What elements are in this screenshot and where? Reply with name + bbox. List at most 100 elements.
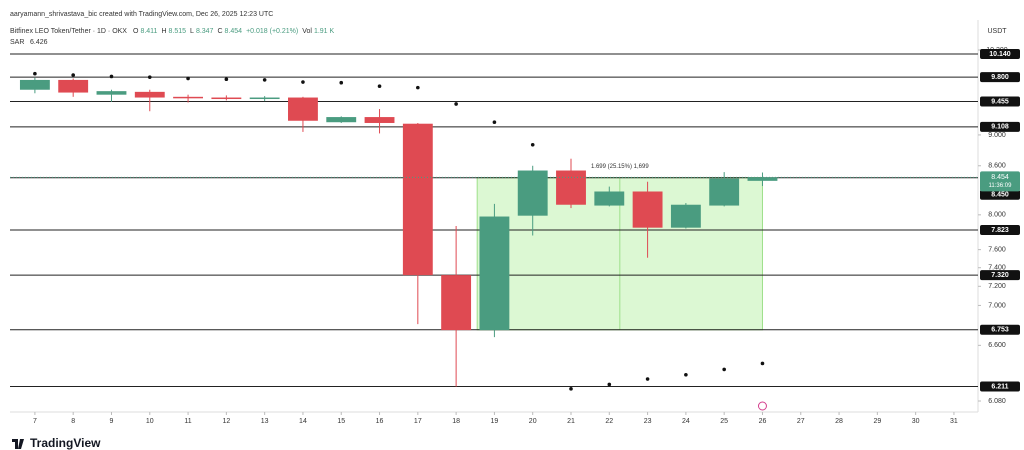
level-label-box [980, 381, 1020, 392]
candle-body [441, 275, 472, 331]
y-tick-label: 7.400 [988, 265, 1006, 272]
candle-body [58, 79, 89, 93]
candle-body [670, 204, 701, 228]
x-tick-label: 24 [682, 418, 690, 425]
x-tick-label: 26 [759, 418, 767, 425]
sar-dot [530, 142, 535, 147]
candle-body [709, 178, 740, 206]
volume-label: Vol [302, 28, 312, 35]
sar-legend-name: SAR [10, 39, 24, 46]
level-label-box [980, 270, 1020, 281]
y-tick-label: 6.600 [988, 342, 1006, 349]
candle-body [747, 177, 778, 181]
ohlc-value: 8.515 [169, 28, 187, 35]
current-price-box [980, 171, 1020, 192]
x-tick-label: 17 [414, 418, 422, 425]
candle-body [517, 170, 548, 216]
x-tick-label: 15 [337, 418, 345, 425]
countdown: 11:36:09 [989, 183, 1013, 189]
y-tick-label: 6.080 [988, 398, 1006, 405]
sar-dot [109, 74, 114, 79]
candle-body [19, 79, 50, 90]
y-tick-label: 7.200 [988, 283, 1006, 290]
sar-dot [760, 361, 765, 366]
ohlc-value: 8.347 [196, 28, 214, 35]
x-tick-label: 29 [873, 418, 881, 425]
y-tick-label: 8.000 [988, 212, 1006, 219]
sar-dot [454, 102, 458, 106]
sar-dot [224, 77, 229, 82]
sar-dot [339, 80, 344, 85]
x-tick-label: 22 [605, 418, 613, 425]
level-label-box [980, 72, 1020, 83]
level-label: 6.211 [991, 383, 1008, 390]
y-tick-label: 9.000 [988, 132, 1006, 139]
sar-dot [71, 73, 75, 77]
x-tick-label: 28 [835, 418, 843, 425]
sar-dot [607, 382, 612, 387]
x-tick-label: 31 [950, 418, 958, 425]
sar-dot [416, 85, 420, 90]
y-tick-label: 7.000 [988, 302, 1006, 309]
level-label: 9.108 [991, 124, 1009, 131]
ohlc-value: 8.411 [140, 28, 157, 35]
ohlc-label: C [217, 28, 222, 35]
x-tick-label: 21 [567, 418, 575, 425]
current-price-label: 8.454 [991, 174, 1009, 181]
level-label: 7.320 [991, 272, 1009, 279]
level-label-box [980, 49, 1020, 60]
sar-dot [492, 120, 497, 125]
attribution: aaryamann_shrivastava_bic created with T… [10, 11, 273, 18]
x-tick-label: 18 [452, 418, 460, 425]
x-tick-label: 8 [71, 418, 75, 425]
brand-logo: TradingView [12, 436, 101, 450]
candle-body [173, 96, 203, 99]
x-tick-label: 10 [146, 418, 154, 425]
level-label-box [980, 189, 1020, 200]
x-tick-label: 11 [184, 418, 191, 425]
x-tick-label: 14 [299, 418, 307, 425]
x-tick-label: 9 [110, 418, 114, 425]
level-label: 7.823 [991, 227, 1009, 234]
level-label-box [980, 324, 1020, 335]
level-label: 9.455 [991, 98, 1009, 105]
sar-legend-value: 6.426 [30, 39, 48, 46]
x-tick-label: 25 [720, 418, 728, 425]
candle-body [632, 191, 663, 228]
ohlc-label: H [161, 28, 166, 35]
ohlc-label: L [190, 28, 194, 35]
level-label: 8.450 [991, 192, 1009, 199]
x-tick-label: 23 [644, 418, 652, 425]
x-tick-label: 27 [797, 418, 805, 425]
x-tick-label: 30 [912, 418, 920, 425]
currency: USDT [987, 28, 1007, 35]
sar-dot [301, 80, 305, 84]
x-tick-label: 19 [491, 418, 499, 425]
sar-dot [377, 84, 382, 89]
x-tick-label: 16 [376, 418, 384, 425]
brand-name: TradingView [30, 436, 101, 450]
measure-label: 1.699 (25.15%) 1,699 [591, 164, 649, 170]
symbol: Bitfinex LEO Token/Tether · 1D · OKX [10, 28, 127, 35]
x-tick-label: 7 [33, 418, 37, 425]
candle-body [364, 117, 395, 123]
candle-body [211, 97, 242, 100]
candle-body [594, 191, 625, 206]
x-tick-label: 20 [529, 418, 537, 425]
level-label: 10.140 [989, 51, 1011, 58]
sar-dot [684, 372, 688, 377]
level-label: 6.753 [991, 327, 1009, 334]
level-label-box [980, 96, 1020, 107]
ohlc-value: 8.454 [225, 28, 243, 35]
event-icon [757, 401, 767, 411]
candle-body [249, 97, 280, 100]
header: Bitfinex LEO Token/Tether · 1D · OKX O 8.4… [10, 28, 335, 35]
candle-body [326, 117, 357, 123]
level-label: 9.800 [991, 74, 1009, 81]
y-tick-label: 7.600 [988, 246, 1006, 253]
level-label-box [980, 121, 1020, 132]
volume-value: 1.91 K [314, 28, 335, 35]
x-tick-label: 13 [261, 418, 269, 425]
candle-body [556, 170, 586, 205]
